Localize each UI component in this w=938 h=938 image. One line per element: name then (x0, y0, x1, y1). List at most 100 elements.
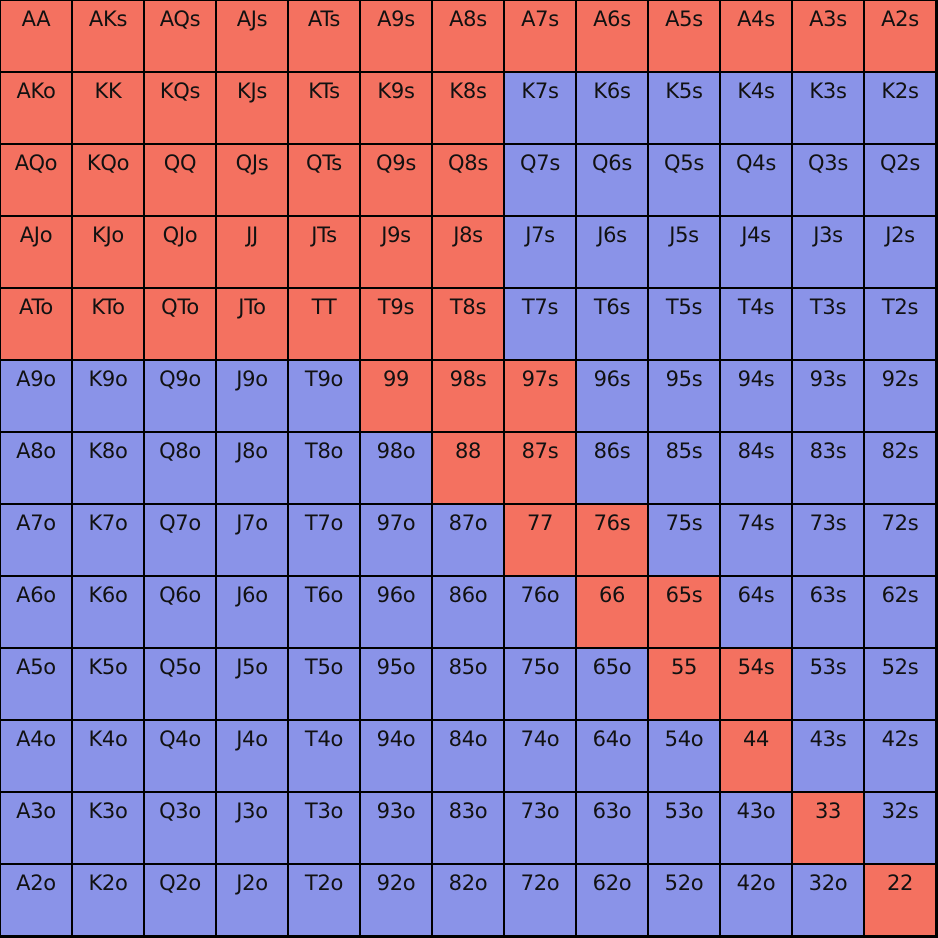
hand-cell-offsuit[interactable]: T5o (289, 649, 359, 719)
hand-cell-offsuit[interactable]: J9o (217, 361, 287, 431)
hand-cell-offsuit[interactable]: 85o (433, 649, 503, 719)
hand-cell-suited[interactable]: J6s (577, 217, 647, 287)
hand-cell-offsuit[interactable]: 96o (361, 577, 431, 647)
hand-cell-offsuit[interactable]: 84o (433, 721, 503, 791)
hand-cell-pair[interactable]: 33 (793, 793, 863, 863)
hand-cell-suited[interactable]: Q8s (433, 145, 503, 215)
hand-cell-suited[interactable]: 65s (649, 577, 719, 647)
hand-cell-offsuit[interactable]: 87o (433, 505, 503, 575)
hand-cell-offsuit[interactable]: T3o (289, 793, 359, 863)
hand-cell-offsuit[interactable]: J4o (217, 721, 287, 791)
hand-cell-offsuit[interactable]: A2o (1, 865, 71, 935)
hand-cell-offsuit[interactable]: T6o (289, 577, 359, 647)
hand-cell-offsuit[interactable]: QTo (145, 289, 215, 359)
hand-cell-suited[interactable]: 62s (865, 577, 935, 647)
hand-cell-suited[interactable]: A9s (361, 1, 431, 71)
hand-cell-suited[interactable]: 85s (649, 433, 719, 503)
hand-cell-suited[interactable]: Q3s (793, 145, 863, 215)
hand-cell-offsuit[interactable]: JTo (217, 289, 287, 359)
hand-cell-offsuit[interactable]: 62o (577, 865, 647, 935)
hand-cell-offsuit[interactable]: 54o (649, 721, 719, 791)
hand-cell-suited[interactable]: Q4s (721, 145, 791, 215)
hand-cell-suited[interactable]: 54s (721, 649, 791, 719)
hand-cell-suited[interactable]: AJs (217, 1, 287, 71)
hand-cell-offsuit[interactable]: J3o (217, 793, 287, 863)
hand-cell-offsuit[interactable]: QJo (145, 217, 215, 287)
hand-cell-suited[interactable]: 94s (721, 361, 791, 431)
hand-cell-suited[interactable]: 74s (721, 505, 791, 575)
hand-cell-suited[interactable]: 84s (721, 433, 791, 503)
hand-cell-suited[interactable]: 93s (793, 361, 863, 431)
hand-cell-offsuit[interactable]: 42o (721, 865, 791, 935)
hand-cell-suited[interactable]: QTs (289, 145, 359, 215)
hand-cell-offsuit[interactable]: 82o (433, 865, 503, 935)
hand-cell-offsuit[interactable]: 83o (433, 793, 503, 863)
hand-cell-offsuit[interactable]: AKo (1, 73, 71, 143)
hand-cell-suited[interactable]: QJs (217, 145, 287, 215)
hand-cell-offsuit[interactable]: KTo (73, 289, 143, 359)
hand-cell-pair[interactable]: 99 (361, 361, 431, 431)
hand-cell-offsuit[interactable]: T4o (289, 721, 359, 791)
hand-cell-offsuit[interactable]: A4o (1, 721, 71, 791)
hand-cell-pair[interactable]: 77 (505, 505, 575, 575)
hand-cell-suited[interactable]: 73s (793, 505, 863, 575)
hand-cell-pair[interactable]: 55 (649, 649, 719, 719)
hand-cell-pair[interactable]: JJ (217, 217, 287, 287)
hand-cell-suited[interactable]: A3s (793, 1, 863, 71)
hand-cell-offsuit[interactable]: 43o (721, 793, 791, 863)
hand-cell-suited[interactable]: 92s (865, 361, 935, 431)
hand-cell-offsuit[interactable]: T2o (289, 865, 359, 935)
hand-cell-suited[interactable]: K5s (649, 73, 719, 143)
hand-cell-suited[interactable]: 75s (649, 505, 719, 575)
hand-cell-offsuit[interactable]: 63o (577, 793, 647, 863)
hand-cell-suited[interactable]: J4s (721, 217, 791, 287)
hand-cell-suited[interactable]: 86s (577, 433, 647, 503)
hand-cell-offsuit[interactable]: 76o (505, 577, 575, 647)
hand-cell-offsuit[interactable]: K9o (73, 361, 143, 431)
hand-cell-suited[interactable]: 96s (577, 361, 647, 431)
hand-cell-suited[interactable]: A7s (505, 1, 575, 71)
hand-cell-suited[interactable]: A4s (721, 1, 791, 71)
hand-cell-offsuit[interactable]: J8o (217, 433, 287, 503)
hand-cell-suited[interactable]: A6s (577, 1, 647, 71)
hand-cell-offsuit[interactable]: J5o (217, 649, 287, 719)
hand-cell-suited[interactable]: 95s (649, 361, 719, 431)
hand-cell-pair[interactable]: 22 (865, 865, 935, 935)
hand-cell-suited[interactable]: T3s (793, 289, 863, 359)
hand-cell-suited[interactable]: 98s (433, 361, 503, 431)
hand-cell-offsuit[interactable]: 32o (793, 865, 863, 935)
hand-cell-suited[interactable]: AKs (73, 1, 143, 71)
hand-cell-offsuit[interactable]: 75o (505, 649, 575, 719)
hand-cell-suited[interactable]: A8s (433, 1, 503, 71)
hand-cell-offsuit[interactable]: Q2o (145, 865, 215, 935)
hand-cell-offsuit[interactable]: K6o (73, 577, 143, 647)
hand-cell-offsuit[interactable]: J2o (217, 865, 287, 935)
hand-cell-suited[interactable]: K7s (505, 73, 575, 143)
hand-cell-suited[interactable]: Q2s (865, 145, 935, 215)
hand-cell-suited[interactable]: ATs (289, 1, 359, 71)
hand-cell-suited[interactable]: JTs (289, 217, 359, 287)
hand-cell-suited[interactable]: J8s (433, 217, 503, 287)
hand-cell-offsuit[interactable]: A5o (1, 649, 71, 719)
hand-cell-offsuit[interactable]: A3o (1, 793, 71, 863)
hand-cell-offsuit[interactable]: 92o (361, 865, 431, 935)
hand-cell-offsuit[interactable]: K3o (73, 793, 143, 863)
hand-cell-offsuit[interactable]: Q3o (145, 793, 215, 863)
hand-cell-offsuit[interactable]: AJo (1, 217, 71, 287)
hand-cell-suited[interactable]: Q9s (361, 145, 431, 215)
hand-cell-suited[interactable]: K8s (433, 73, 503, 143)
hand-cell-offsuit[interactable]: A8o (1, 433, 71, 503)
hand-cell-suited[interactable]: Q7s (505, 145, 575, 215)
hand-cell-suited[interactable]: J9s (361, 217, 431, 287)
hand-cell-offsuit[interactable]: K2o (73, 865, 143, 935)
hand-cell-suited[interactable]: 64s (721, 577, 791, 647)
hand-cell-offsuit[interactable]: 97o (361, 505, 431, 575)
hand-cell-suited[interactable]: KJs (217, 73, 287, 143)
hand-cell-suited[interactable]: K9s (361, 73, 431, 143)
hand-cell-suited[interactable]: 76s (577, 505, 647, 575)
hand-cell-offsuit[interactable]: Q5o (145, 649, 215, 719)
hand-cell-suited[interactable]: 52s (865, 649, 935, 719)
hand-cell-suited[interactable]: KQs (145, 73, 215, 143)
hand-cell-offsuit[interactable]: T9o (289, 361, 359, 431)
hand-cell-offsuit[interactable]: Q9o (145, 361, 215, 431)
